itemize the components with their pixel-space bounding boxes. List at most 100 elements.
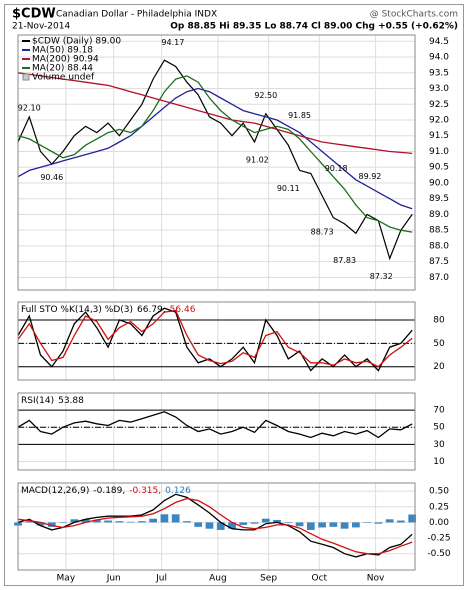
legend-swatch <box>22 73 30 81</box>
x-tick-label: May <box>57 574 76 584</box>
histogram-bar <box>385 519 394 523</box>
histogram-bar <box>183 521 191 523</box>
histogram-bar <box>92 519 101 523</box>
x-tick-label: Sep <box>260 574 277 584</box>
panel-frame <box>17 392 416 471</box>
panel-label: MACD(12,26,9) -0.189, -0.315, 0.126 <box>21 486 191 496</box>
histogram-bar <box>261 518 270 523</box>
series-line <box>17 309 413 368</box>
price-annotation: 91.02 <box>246 155 269 164</box>
y-tick-label: -0.25 <box>427 534 450 544</box>
y-tick-label: 87.0 <box>429 273 449 283</box>
histogram-bar <box>59 522 67 523</box>
y-tick-label: 80 <box>433 315 445 325</box>
y-tick-label: 50 <box>433 423 445 433</box>
y-tick-label: 0.50 <box>429 487 449 497</box>
x-tick-label: Nov <box>367 574 385 584</box>
legend-label: $CDW (Daily) 89.00 <box>32 37 121 47</box>
legend-label: MA(50) 89.18 <box>32 46 93 56</box>
histogram-bar <box>36 522 45 526</box>
price-annotation: 94.17 <box>161 38 184 47</box>
histogram-bar <box>115 521 124 523</box>
histogram-bar <box>47 522 56 527</box>
panel-frame <box>17 482 416 571</box>
series-line <box>17 411 413 439</box>
y-tick-label: 90.5 <box>429 163 449 173</box>
panel-readout: -0.189, <box>93 486 125 496</box>
x-tick-label: Aug <box>209 574 227 584</box>
y-tick-label: 70 <box>433 406 445 416</box>
quote: Op 88.85 Hi 89.35 Lo 88.74 Cl 89.00 Chg … <box>170 22 458 32</box>
price-annotation: 92.50 <box>254 91 277 100</box>
y-tick-label: 91.0 <box>429 147 449 157</box>
y-tick-label: 89.0 <box>429 210 449 220</box>
panel-frame <box>17 34 416 291</box>
y-tick-label: 50 <box>433 339 445 349</box>
price-annotation: 90.46 <box>40 173 63 182</box>
panel-label-text: Full STO %K(14,3) %D(3) <box>21 305 133 315</box>
y-tick-label: 94.0 <box>429 53 449 63</box>
histogram-bar <box>352 522 360 528</box>
legend-label: Volume undef <box>32 73 95 83</box>
histogram-bar <box>216 522 225 530</box>
date: 21-Nov-2014 <box>12 22 70 32</box>
y-tick-label: 92.0 <box>429 116 449 126</box>
histogram-bar <box>284 522 293 524</box>
histogram-bar <box>318 522 326 528</box>
series-line <box>17 59 413 261</box>
histogram-bar <box>126 521 135 523</box>
histogram-bar <box>306 522 315 530</box>
y-tick-label: 93.0 <box>429 84 449 94</box>
y-tick-label: 10 <box>433 457 445 467</box>
series-line <box>17 493 413 558</box>
series-line <box>17 497 413 555</box>
symbol: $CDW <box>12 7 56 22</box>
legend-label: MA(20) 88.44 <box>32 64 93 74</box>
histogram-bar <box>194 522 203 527</box>
source: @ StockCharts.com <box>370 10 458 20</box>
panel-readout: 53.88 <box>58 396 84 406</box>
price-annotation: 88.73 <box>311 227 334 236</box>
histogram-bar <box>25 521 34 523</box>
price-annotation: 90.11 <box>277 184 300 193</box>
y-tick-label: 88.5 <box>429 226 449 236</box>
histogram-bar <box>160 514 169 523</box>
price-annotation: 87.83 <box>333 256 356 265</box>
panel-readout: -0.315, <box>129 486 161 496</box>
panel-label-text: RSI(14) <box>21 396 54 406</box>
y-tick-label: 90.0 <box>429 178 449 188</box>
panel-label-text: MACD(12,26,9) <box>21 486 89 496</box>
histogram-bar <box>374 522 383 524</box>
y-tick-label: 30 <box>433 440 445 450</box>
y-tick-label: 89.5 <box>429 194 449 204</box>
panel-readout: 56.46 <box>170 305 196 315</box>
histogram-bar <box>104 520 112 523</box>
y-tick-label: 88.0 <box>429 241 449 251</box>
legend-label: MA(200) 90.94 <box>32 55 99 65</box>
histogram-bar <box>273 519 281 523</box>
series-line <box>17 307 413 372</box>
panel-readout: 0.126 <box>165 486 191 496</box>
price-annotation: 92.10 <box>18 103 41 112</box>
histogram-bar <box>250 522 259 524</box>
y-tick-label: 20 <box>433 362 445 372</box>
histogram-bar <box>138 521 146 523</box>
panel-readout: 66.79, <box>137 305 166 315</box>
series-line <box>17 75 413 233</box>
x-tick-label: Jun <box>106 574 121 584</box>
panel-label: RSI(14) 53.88 <box>21 396 84 406</box>
histogram-bar <box>239 522 248 525</box>
y-tick-label: 93.5 <box>429 68 449 78</box>
y-tick-label: 0.00 <box>429 518 449 528</box>
price-annotation: 90.18 <box>325 164 348 173</box>
y-tick-label: -0.50 <box>427 549 451 559</box>
histogram-bar <box>205 522 214 529</box>
histogram-bar <box>171 514 180 523</box>
y-tick-label: 0.25 <box>429 502 449 512</box>
y-tick-label: 87.5 <box>429 257 449 267</box>
panel-frame <box>17 301 416 381</box>
panel-background <box>18 35 415 290</box>
chart-title: Canadian Dollar - Philadelphia INDX <box>56 10 217 20</box>
histogram-bar <box>81 519 90 523</box>
